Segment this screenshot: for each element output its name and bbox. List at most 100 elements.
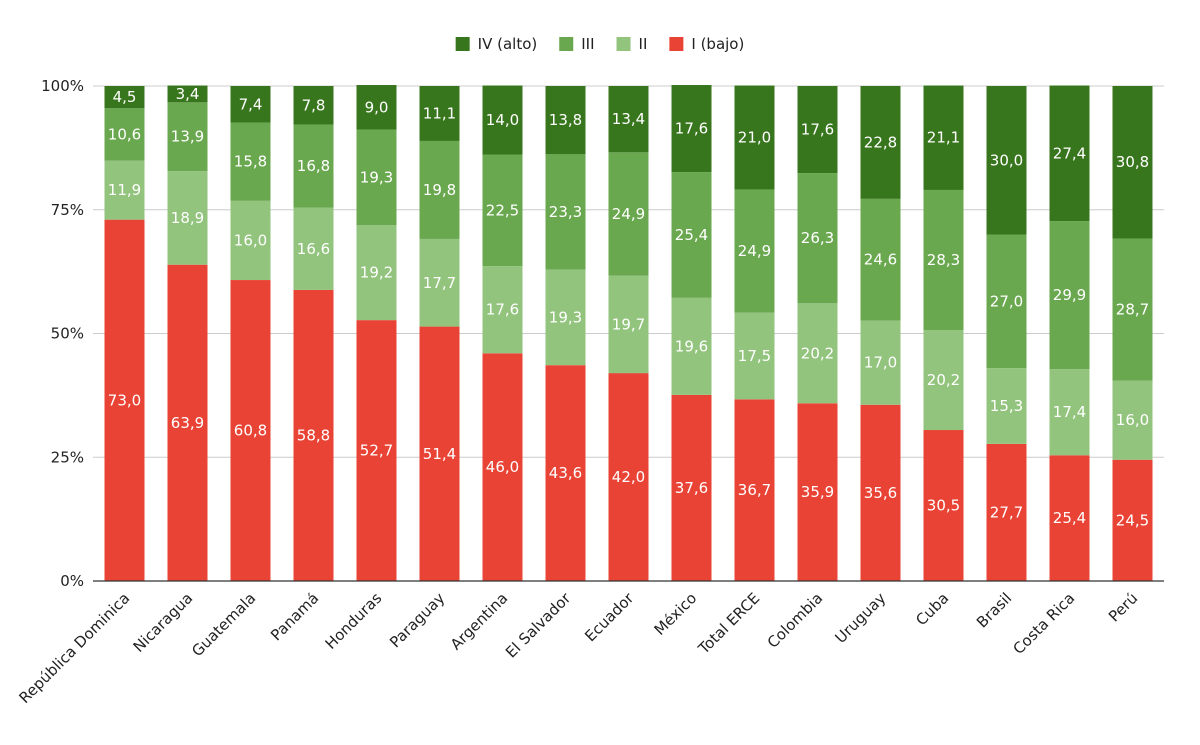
x-category-label: Honduras xyxy=(322,589,386,653)
bar-segment xyxy=(986,368,1027,444)
x-category-label: El Salvador xyxy=(502,589,575,662)
data-label: 13,9 xyxy=(171,128,204,146)
x-category-label: Costa Rica xyxy=(1009,589,1078,658)
bar-segment xyxy=(419,238,460,327)
x-category-label: Uruguay xyxy=(832,589,890,647)
bar-segment xyxy=(860,86,901,199)
bar-segment xyxy=(608,86,649,153)
data-label: 28,7 xyxy=(1116,300,1149,318)
data-label: 4,5 xyxy=(113,88,137,106)
data-label: 42,0 xyxy=(612,468,645,486)
bar-segment xyxy=(482,266,523,354)
data-label: 24,9 xyxy=(738,242,771,260)
legend-swatch xyxy=(455,37,470,51)
bar-segment xyxy=(923,430,964,581)
bar-segment xyxy=(1049,369,1090,456)
legend-swatch xyxy=(559,37,574,51)
y-tick-label: 50% xyxy=(51,325,84,343)
data-label: 23,3 xyxy=(549,203,582,221)
bar-segment xyxy=(860,198,901,321)
data-label: 17,0 xyxy=(864,354,897,372)
bars xyxy=(104,85,1153,581)
data-label: 20,2 xyxy=(801,344,834,362)
bar-segment xyxy=(671,297,712,395)
x-category-label: Guatemala xyxy=(188,589,259,660)
bar-segment xyxy=(104,86,145,109)
x-category-label: Argentina xyxy=(447,589,511,653)
bar-segment xyxy=(1112,238,1153,381)
y-tick-label: 75% xyxy=(51,201,84,219)
legend-label: I (bajo) xyxy=(691,35,744,53)
bar-segment xyxy=(797,173,838,304)
bar-segment xyxy=(482,85,523,155)
data-label: 73,0 xyxy=(108,391,141,409)
bar-segment xyxy=(671,394,712,581)
bar-segment xyxy=(230,86,271,123)
bar-segment xyxy=(419,86,460,141)
data-label: 19,6 xyxy=(675,337,708,355)
bar-segment xyxy=(545,365,586,581)
data-label: 27,7 xyxy=(990,503,1023,521)
data-label: 24,6 xyxy=(864,251,897,269)
data-label: 16,0 xyxy=(234,231,267,249)
legend-item: IV (alto) xyxy=(455,35,537,53)
data-label: 11,1 xyxy=(423,104,456,122)
data-label: 60,8 xyxy=(234,422,267,440)
data-label: 18,9 xyxy=(171,209,204,227)
legend-item: III xyxy=(559,35,595,53)
x-category-label: Colombia xyxy=(764,589,827,652)
x-category-label: Perú xyxy=(1105,589,1141,625)
data-label: 15,8 xyxy=(234,153,267,171)
x-category-label: Brasil xyxy=(973,589,1015,631)
data-label: 17,6 xyxy=(801,121,834,139)
x-category-label: Ecuador xyxy=(581,589,638,646)
bar-segment xyxy=(734,85,775,190)
legend-swatch xyxy=(669,37,684,51)
data-labels: 73,0 11,9 10,6 4,5 63,9 18,9 13,9 3,4 60,8 16,0 15… xyxy=(108,85,1149,529)
legend-label: II xyxy=(639,35,648,53)
y-tick-label: 25% xyxy=(51,448,84,466)
bar-segment xyxy=(167,264,208,581)
bar-segment xyxy=(671,85,712,173)
bar-segment xyxy=(482,154,523,267)
data-label: 16,6 xyxy=(297,240,330,258)
data-label: 35,9 xyxy=(801,483,834,501)
bar-segment xyxy=(230,280,271,581)
data-label: 22,8 xyxy=(864,133,897,151)
data-label: 15,3 xyxy=(990,397,1023,415)
data-label: 13,4 xyxy=(612,110,645,128)
legend-swatch xyxy=(616,37,631,51)
data-label: 7,4 xyxy=(239,95,263,113)
bar-segment xyxy=(986,86,1027,235)
y-tick-label: 0% xyxy=(60,572,84,590)
data-label: 13,8 xyxy=(549,111,582,129)
bar-segment xyxy=(356,85,397,130)
data-label: 17,5 xyxy=(738,347,771,365)
data-label: 43,6 xyxy=(549,464,582,482)
bar-segment xyxy=(608,373,649,581)
bar-segment xyxy=(608,275,649,374)
bar-segment xyxy=(1049,221,1090,370)
bar-segment xyxy=(734,312,775,400)
data-label: 16,8 xyxy=(297,157,330,175)
data-label: 37,6 xyxy=(675,479,708,497)
data-label: 3,4 xyxy=(176,85,200,103)
data-label: 16,0 xyxy=(1116,411,1149,429)
bar-segment xyxy=(293,289,334,581)
data-label: 24,5 xyxy=(1116,511,1149,529)
data-label: 36,7 xyxy=(738,481,771,499)
data-label: 19,3 xyxy=(549,308,582,326)
data-label: 17,7 xyxy=(423,274,456,292)
bar-segment xyxy=(923,189,964,331)
data-label: 29,9 xyxy=(1053,286,1086,304)
bar-segment xyxy=(293,86,334,125)
data-label: 25,4 xyxy=(1053,509,1086,527)
bar-segment xyxy=(545,86,586,155)
bar-segment xyxy=(545,269,586,366)
legend-label: III xyxy=(581,35,594,53)
bar-segment xyxy=(230,200,271,281)
bar-segment xyxy=(1049,85,1090,222)
bar-segment xyxy=(293,207,334,290)
